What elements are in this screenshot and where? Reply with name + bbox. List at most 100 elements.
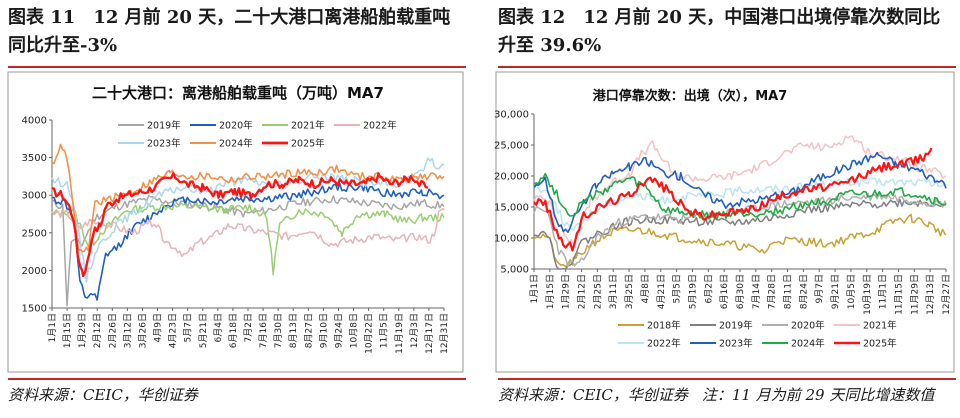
y-tick-label: 2500 [22,228,47,239]
legend-label: 2019年 [719,320,753,332]
source-text: 资料来源：CEIC，华创证券 [498,386,688,404]
legend-label: 2020年 [219,120,253,132]
chart-title: 港口停靠次数：出境（次），MA7 [593,88,788,104]
x-tick-label: 12月3日 [409,313,420,348]
x-tick-label: 6月16日 [719,274,730,309]
legend-label: 2023年 [719,338,753,350]
series-lines [533,135,947,270]
x-tick-label: 11月1日 [878,274,889,309]
series-line-2024年 [533,172,947,221]
y-tick-label: 1500 [22,304,47,315]
right-panel: 图表 12 12 月前 20 天，中国港口出境停靠次数同比升至 39.6% 港口… [490,0,960,418]
y-tick-label: 3500 [22,153,47,164]
figure-title-12: 图表 12 12 月前 20 天，中国港口出境停靠次数同比升至 39.6% [498,7,941,56]
x-tick-label: 2月26日 [107,313,118,348]
x-tick-label: 12月31日 [439,313,450,354]
port-calls-line-chart: 港口停靠次数：出境（次），MA7 5,000 10,000 15,000 20,000 2… [494,71,955,373]
x-tick-label: 11月5日 [379,313,390,348]
legend-label: 2021年 [291,120,325,132]
x-tick-label: 4月9日 [153,313,164,342]
x-tick-label: 5月19日 [687,274,698,309]
series-line-2023年 [533,151,947,233]
left-panel: 图表 11 12 月前 20 天，二十大港口离港船舶载重吨同比升至-3% 二十大… [0,0,470,418]
x-tick-label: 9月7日 [814,274,825,303]
y-tick-label: 30,000 [494,110,529,121]
x-tick-label: 8月24日 [798,274,809,309]
x-tick-label: 9月24日 [333,313,344,348]
legend-label: 2025年 [291,138,325,150]
x-tick-label: 2月25日 [592,274,603,309]
legend-label: 2022年 [647,338,681,350]
y-tick-label: 4000 [22,116,47,127]
legend-label: 2023年 [147,138,181,150]
chart-frame [495,71,955,373]
figure-title-11: 图表 11 12 月前 20 天，二十大港口离港船舶载重吨同比升至-3% [8,7,451,56]
x-tick-label: 10月22日 [364,313,375,354]
x-tick-label: 12月13日 [925,274,936,315]
legend-label: 2019年 [147,120,181,132]
series-line-2022年 [51,207,445,258]
y-tick-label: 15,000 [494,203,529,214]
x-tick-label: 7月2日 [243,313,254,342]
x-tick-label: 9月21日 [830,274,841,309]
x-tick-label: 5月7日 [183,313,194,342]
legend-label: 2022年 [363,120,397,132]
x-tick-label: 4月23日 [168,313,179,348]
x-tick-label: 8月13日 [288,313,299,348]
x-tick-label: 1月15日 [545,274,556,309]
x-tick-label: 1月15日 [62,313,73,348]
series-line-2021年 [51,202,445,276]
x-tick-label: 1月29日 [77,313,88,348]
x-tick-label: 1月1日 [47,313,58,342]
series-line-2025年 [51,172,429,278]
x-tick-label: 5月21日 [198,313,209,348]
x-tick-label: 11月29日 [909,274,920,315]
x-tick-label: 4月8日 [640,274,651,303]
x-tick-label: 1月29日 [561,274,572,309]
x-tick-label: 1月1日 [529,274,540,303]
y-tick-label: 10,000 [494,234,529,245]
source-note: 资料来源：CEIC，华创证券 注：11 月为前 29 天同比增速数值 [498,384,934,405]
x-tick-label: 6月18日 [228,313,239,348]
tonnage-line-chart: 二十大港口：离港船舶载重吨（万吨）MA7 1500 2000 2500 3000 3500… [7,71,464,373]
legend-label: 2025年 [863,338,897,350]
legend-label: 2024年 [791,338,825,350]
source-note: 资料来源：CEIC，华创证券 [8,384,198,405]
x-tick-label: 3月12日 [122,313,133,348]
x-tick-label: 11月15日 [893,274,904,315]
y-tick-label: 3000 [22,191,47,202]
legend-label: 2021年 [863,320,897,332]
x-tick-label: 7月16日 [258,313,269,348]
x-tick-label: 6月4日 [213,313,224,342]
x-tick-label: 2月12日 [92,313,103,348]
series-lines [51,143,445,307]
x-tick-label: 3月11日 [608,274,619,309]
y-tick-label: 25,000 [494,141,529,152]
x-tick-label: 10月8日 [349,313,360,348]
top-rule [8,66,466,68]
x-tick-label: 3月25日 [624,274,635,309]
x-tick-label: 8月11日 [783,274,794,309]
series-line-2023年 [51,157,445,283]
x-tick-label: 10月5日 [846,274,857,309]
bottom-rule [8,378,466,380]
x-tick-label: 4月21日 [656,274,667,309]
x-tick-label: 7月14日 [751,274,762,309]
series-line-2025年 [533,147,933,252]
source-text: 资料来源：CEIC，华创证券 [8,386,198,404]
x-tick-label: 12月27日 [941,274,952,315]
series-line-2022年 [533,177,947,231]
x-tick-label: 12月17日 [424,313,435,354]
legend-label: 2024年 [219,138,253,150]
footnote-text: 注：11 月为前 29 天同比增速数值 [701,386,935,404]
x-tick-label: 6月30日 [735,274,746,309]
y-tick-label: 20,000 [494,172,529,183]
series-line-2019年 [51,195,445,307]
x-tick-label: 5月5日 [672,274,683,303]
x-tick-label: 7月28日 [767,274,778,309]
chart-frame [7,71,464,373]
legend-label: 2018年 [647,320,681,332]
chart-title: 二十大港口：离港船舶载重吨（万吨）MA7 [92,84,384,102]
top-rule [498,66,956,68]
x-tick-label: 7月30日 [273,313,284,348]
